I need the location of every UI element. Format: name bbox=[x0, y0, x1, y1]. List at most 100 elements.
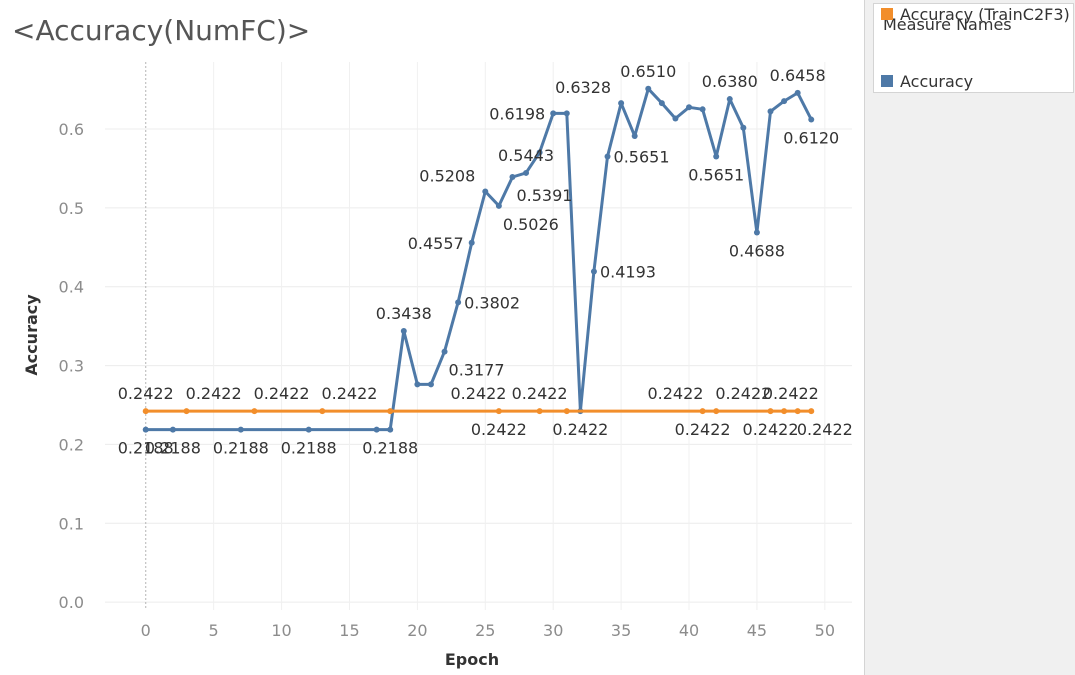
data-point-accuracy[interactable] bbox=[699, 106, 706, 113]
data-label: 0.2188 bbox=[362, 439, 418, 458]
chart-title: <Accuracy(NumFC)> bbox=[12, 14, 311, 47]
data-point-accuracy[interactable] bbox=[536, 149, 543, 156]
data-point-accuracy-trainc2f3[interactable] bbox=[251, 408, 258, 415]
data-label: 0.2422 bbox=[321, 384, 377, 403]
data-point-accuracy[interactable] bbox=[740, 124, 747, 131]
data-label: 0.2422 bbox=[675, 420, 731, 439]
data-label: 0.5443 bbox=[498, 146, 554, 165]
data-point-accuracy[interactable] bbox=[794, 89, 801, 96]
data-label: 0.6380 bbox=[702, 72, 758, 91]
data-label: 0.3802 bbox=[464, 293, 520, 312]
data-label: 0.3438 bbox=[376, 304, 432, 323]
data-point-accuracy-trainc2f3[interactable] bbox=[495, 408, 502, 415]
x-tick-label: 5 bbox=[209, 621, 219, 640]
data-point-accuracy-trainc2f3[interactable] bbox=[563, 408, 570, 415]
data-point-accuracy[interactable] bbox=[631, 133, 638, 140]
data-point-accuracy[interactable] bbox=[726, 96, 733, 103]
x-tick-label: 20 bbox=[407, 621, 427, 640]
data-point-accuracy-trainc2f3[interactable] bbox=[794, 408, 801, 415]
data-point-accuracy-trainc2f3[interactable] bbox=[767, 408, 774, 415]
data-point-accuracy[interactable] bbox=[373, 426, 380, 433]
data-point-accuracy-trainc2f3[interactable] bbox=[183, 408, 190, 415]
data-label: 0.5651 bbox=[688, 166, 744, 185]
data-point-accuracy[interactable] bbox=[550, 110, 557, 117]
legend-item-accuracy[interactable]: Accuracy bbox=[881, 71, 973, 91]
data-point-accuracy-trainc2f3[interactable] bbox=[713, 408, 720, 415]
data-point-accuracy[interactable] bbox=[169, 426, 176, 433]
data-point-accuracy[interactable] bbox=[523, 169, 530, 176]
data-point-accuracy-trainc2f3[interactable] bbox=[387, 408, 394, 415]
line-chart[interactable]: 0.0 0.1 0.2 0.3 0.4 0.5 0.6 0 5 10 15 20 25 30 35 40 45 5… bbox=[0, 0, 864, 675]
axes: 0.0 0.1 0.2 0.3 0.4 0.5 0.6 0 5 10 15 20 25 30 35 40 45 5… bbox=[59, 120, 835, 640]
data-point-accuracy[interactable] bbox=[509, 174, 516, 181]
data-point-accuracy[interactable] bbox=[237, 426, 244, 433]
data-point-accuracy-trainc2f3[interactable] bbox=[536, 408, 543, 415]
data-label: 0.4193 bbox=[600, 263, 656, 282]
data-label: 0.2422 bbox=[647, 384, 703, 403]
data-label: 0.2188 bbox=[145, 439, 201, 458]
data-point-accuracy[interactable] bbox=[672, 115, 679, 122]
data-point-accuracy[interactable] bbox=[441, 348, 448, 355]
data-label: 0.2188 bbox=[213, 439, 269, 458]
data-label: 0.5651 bbox=[614, 148, 670, 167]
data-point-accuracy-trainc2f3[interactable] bbox=[781, 408, 788, 415]
data-point-accuracy-trainc2f3[interactable] bbox=[319, 408, 326, 415]
y-tick-label: 0.3 bbox=[59, 357, 84, 376]
data-point-accuracy-trainc2f3[interactable] bbox=[699, 408, 706, 415]
data-point-accuracy[interactable] bbox=[482, 188, 489, 195]
data-point-accuracy[interactable] bbox=[495, 202, 502, 209]
data-point-accuracy[interactable] bbox=[753, 229, 760, 236]
data-point-accuracy[interactable] bbox=[427, 381, 434, 388]
x-tick-label: 50 bbox=[815, 621, 835, 640]
data-point-accuracy[interactable] bbox=[590, 268, 597, 275]
x-tick-label: 25 bbox=[475, 621, 495, 640]
data-point-accuracy[interactable] bbox=[604, 153, 611, 160]
data-point-accuracy[interactable] bbox=[767, 108, 774, 115]
data-label: 0.2422 bbox=[715, 384, 771, 403]
y-tick-label: 0.2 bbox=[59, 435, 84, 454]
data-point-accuracy[interactable] bbox=[468, 239, 475, 246]
data-point-accuracy[interactable] bbox=[618, 100, 625, 107]
data-point-accuracy[interactable] bbox=[455, 299, 462, 306]
data-point-accuracy[interactable] bbox=[414, 381, 421, 388]
data-label: 0.2422 bbox=[763, 384, 819, 403]
data-point-accuracy[interactable] bbox=[387, 426, 394, 433]
data-point-accuracy[interactable] bbox=[808, 116, 815, 123]
data-point-accuracy-trainc2f3[interactable] bbox=[142, 408, 149, 415]
series-layer[interactable] bbox=[142, 85, 815, 433]
data-point-accuracy[interactable] bbox=[400, 328, 407, 335]
data-label: 0.6198 bbox=[489, 104, 545, 123]
data-point-accuracy[interactable] bbox=[658, 100, 665, 107]
data-point-accuracy-trainc2f3[interactable] bbox=[808, 408, 815, 415]
data-label: 0.6458 bbox=[770, 66, 826, 85]
x-tick-label: 0 bbox=[141, 621, 151, 640]
legend-title: Measure Names bbox=[883, 15, 1012, 34]
data-point-accuracy[interactable] bbox=[781, 98, 788, 105]
y-tick-label: 0.0 bbox=[59, 593, 84, 612]
x-tick-label: 10 bbox=[271, 621, 291, 640]
data-label: 0.6510 bbox=[620, 62, 676, 81]
data-point-accuracy[interactable] bbox=[645, 85, 652, 92]
data-label: 0.5208 bbox=[419, 166, 475, 185]
legend[interactable]: Measure Names Accuracy Accuracy (TrainC2… bbox=[873, 3, 1074, 93]
legend-panel: Measure Names Accuracy Accuracy (TrainC2… bbox=[864, 0, 1075, 675]
data-point-accuracy[interactable] bbox=[142, 426, 149, 433]
data-label: 0.6328 bbox=[555, 78, 611, 97]
data-label: 0.2422 bbox=[797, 420, 853, 439]
data-label: 0.2188 bbox=[281, 439, 337, 458]
x-tick-label: 45 bbox=[747, 621, 767, 640]
data-label: 0.2422 bbox=[471, 420, 527, 439]
data-label: 0.2422 bbox=[512, 384, 568, 403]
data-point-accuracy[interactable] bbox=[305, 426, 312, 433]
data-label: 0.2422 bbox=[552, 420, 608, 439]
legend-item-accuracy-trainc2f3[interactable]: Accuracy (TrainC2F3) bbox=[881, 4, 1070, 24]
data-label: 0.2422 bbox=[743, 420, 799, 439]
data-label: 0.4557 bbox=[408, 234, 464, 253]
data-point-accuracy[interactable] bbox=[563, 110, 570, 117]
y-tick-label: 0.6 bbox=[59, 120, 84, 139]
data-point-accuracy[interactable] bbox=[686, 104, 693, 111]
x-tick-label: 15 bbox=[339, 621, 359, 640]
data-label: 0.3177 bbox=[449, 361, 505, 380]
data-point-accuracy[interactable] bbox=[713, 153, 720, 160]
